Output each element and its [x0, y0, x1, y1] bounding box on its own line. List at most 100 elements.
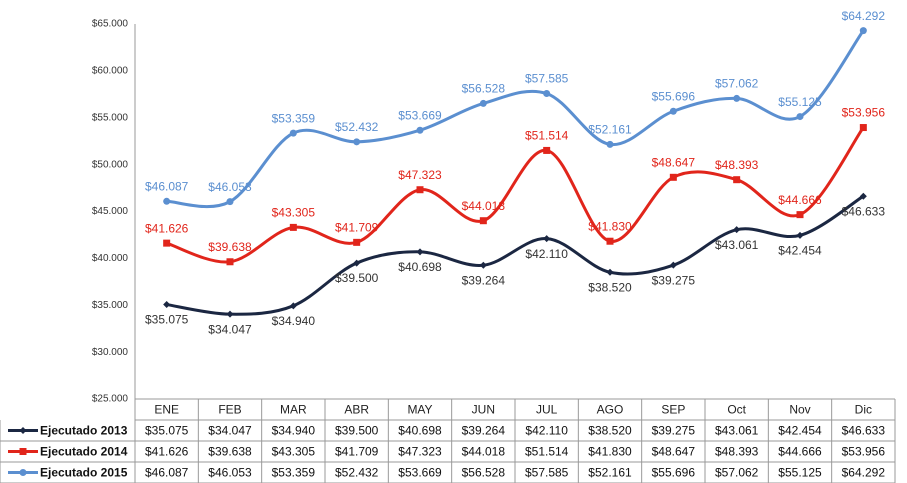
table-cell: $55.125: [778, 466, 822, 480]
data-label: $35.075: [145, 313, 189, 327]
data-label: $44.018: [462, 199, 506, 213]
table-cell: $55.696: [652, 466, 696, 480]
x-tick-label: JUL: [536, 403, 558, 417]
table-cell: $41.626: [145, 445, 189, 459]
x-tick-label: ENE: [154, 403, 179, 417]
table-cell: $51.514: [525, 445, 569, 459]
table-cell: $64.292: [842, 466, 886, 480]
data-label: $48.647: [652, 155, 696, 169]
table-cell: $39.275: [652, 424, 696, 438]
legend-label: Ejecutado 2014: [40, 445, 128, 459]
x-tick-label: JUN: [472, 403, 495, 417]
table-cell: $48.647: [652, 445, 696, 459]
data-label: $41.709: [335, 221, 379, 235]
table-cell: $53.359: [272, 466, 316, 480]
data-label: $44.666: [778, 193, 822, 207]
data-label: $46.087: [145, 179, 189, 193]
data-label: $39.264: [462, 273, 506, 287]
marker: [353, 138, 361, 146]
table-cell: $53.956: [842, 445, 886, 459]
data-label: $46.053: [208, 180, 252, 194]
table-cell: $39.638: [208, 445, 252, 459]
data-label: $34.940: [272, 314, 316, 328]
marker: [353, 259, 361, 267]
data-label: $39.638: [208, 240, 252, 254]
marker: [163, 301, 171, 309]
data-label: $46.633: [842, 204, 886, 218]
data-label: $39.500: [335, 271, 379, 285]
data-label: $52.161: [588, 123, 632, 137]
marker: [163, 197, 171, 205]
marker: [606, 237, 614, 245]
series-line: [166, 194, 865, 316]
x-tick-label: AGO: [597, 403, 624, 417]
table-cell: $43.305: [272, 445, 316, 459]
table-cell: $38.520: [588, 424, 632, 438]
marker: [733, 176, 741, 184]
table-cell: $34.047: [208, 424, 252, 438]
table-cell: $44.666: [778, 445, 822, 459]
data-label: $43.305: [272, 206, 316, 220]
data-label: $53.956: [842, 106, 886, 120]
y-tick-label: $35.000: [92, 300, 129, 311]
y-tick-label: $60.000: [92, 66, 129, 77]
table-cell: $41.830: [588, 445, 632, 459]
marker: [543, 90, 551, 98]
marker: [796, 211, 804, 219]
table-cell: $48.393: [715, 445, 759, 459]
data-label: $53.359: [272, 111, 316, 125]
marker: [796, 231, 804, 239]
marker: [859, 192, 867, 200]
y-tick-label: $45.000: [92, 206, 129, 217]
table-cell: $47.323: [398, 445, 442, 459]
table-cell: $46.633: [842, 424, 886, 438]
marker: [859, 124, 867, 132]
y-tick-label: $55.000: [92, 112, 129, 123]
table-cell: $56.528: [462, 466, 506, 480]
marker: [289, 302, 297, 310]
table-cell: $44.018: [462, 445, 506, 459]
marker: [416, 186, 424, 194]
x-tick-label: Dic: [855, 403, 872, 417]
data-label: $41.830: [588, 219, 632, 233]
data-label: $34.047: [208, 322, 252, 336]
marker: [416, 126, 424, 134]
table-cell: $53.669: [398, 466, 442, 480]
marker: [669, 173, 677, 181]
x-tick-label: ABR: [344, 403, 369, 417]
marker: [163, 239, 171, 247]
marker: [479, 99, 487, 107]
data-label: $55.696: [652, 89, 696, 103]
data-label: $48.393: [715, 158, 759, 172]
data-label: $39.275: [652, 273, 696, 287]
table-cell: $35.075: [145, 424, 189, 438]
marker: [796, 113, 804, 121]
data-label: $42.454: [778, 244, 822, 258]
data-label: $42.110: [525, 247, 568, 261]
legend-label: Ejecutado 2013: [40, 424, 128, 438]
marker: [289, 129, 297, 137]
marker: [606, 268, 614, 276]
x-tick-label: MAY: [407, 403, 432, 417]
marker: [289, 223, 297, 231]
y-tick-label: $25.000: [92, 394, 129, 405]
table-cell: $57.062: [715, 466, 759, 480]
x-tick-label: Nov: [789, 403, 810, 417]
marker: [19, 427, 27, 434]
marker: [19, 469, 27, 476]
data-label: $51.514: [525, 129, 569, 143]
y-tick-label: $40.000: [92, 253, 129, 264]
data-label: $43.061: [715, 238, 759, 252]
data-label: $57.062: [715, 77, 759, 91]
data-label: $52.432: [335, 120, 379, 134]
table-cell: $34.940: [272, 424, 316, 438]
data-label: $55.125: [778, 95, 822, 109]
table-cell: $46.087: [145, 466, 189, 480]
marker: [543, 146, 551, 154]
marker: [859, 27, 867, 35]
table-cell: $39.500: [335, 424, 379, 438]
y-tick-label: $65.000: [92, 19, 129, 30]
table-cell: $52.432: [335, 466, 379, 480]
table-cell: $41.709: [335, 445, 379, 459]
data-label: $38.520: [588, 280, 632, 294]
